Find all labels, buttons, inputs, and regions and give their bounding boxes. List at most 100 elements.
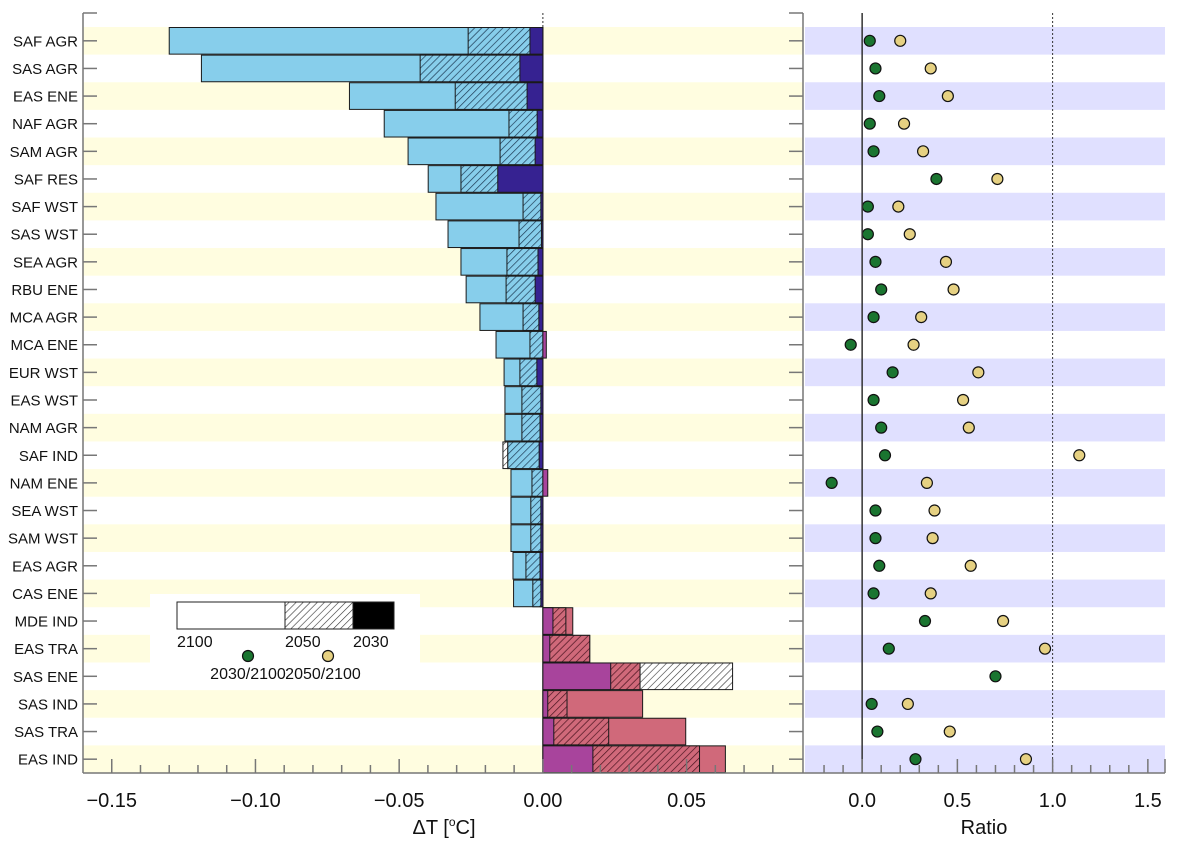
- bar-2050-excess: [639, 662, 734, 691]
- dot-2050-2100: [941, 89, 954, 103]
- dot-2050-2100: [901, 697, 914, 711]
- row-band-left: [83, 469, 803, 497]
- bar-2050: [522, 192, 544, 221]
- x-tick-label: 0.05: [667, 790, 706, 812]
- dot-2030-2100: [867, 587, 880, 600]
- bar-2030: [540, 496, 544, 525]
- dot-2050-2100: [991, 172, 1004, 186]
- bar-2050: [521, 386, 544, 414]
- dot-2050-2100: [926, 532, 939, 545]
- dot-2050-2100: [915, 311, 928, 324]
- dot-2050-2100: [924, 62, 937, 75]
- bar-2030: [534, 275, 544, 304]
- category-label: SAS WST: [10, 227, 78, 244]
- category-label: SEA WST: [11, 503, 78, 520]
- bar-2030: [497, 165, 544, 193]
- dot-2030-2100: [873, 89, 886, 103]
- bar-marks: [168, 27, 734, 773]
- x-tick-label: 0.00: [523, 790, 562, 812]
- legend-swatch-2050: [284, 601, 354, 630]
- category-label: SAS AGR: [12, 61, 78, 78]
- row-band-right: [805, 634, 1165, 663]
- category-label: SAF IND: [19, 448, 78, 465]
- bar-2030: [542, 717, 555, 746]
- bar-2050: [531, 469, 544, 497]
- bar-2050: [507, 441, 544, 470]
- row-band-right: [805, 469, 1165, 497]
- dot-2030-2100: [861, 228, 874, 241]
- category-labels: SAF AGR SAS AGR EAS ENE NAF AGR SAM AGR SAF R…: [8, 33, 78, 768]
- bar-2030: [539, 551, 544, 580]
- ratio-tick-label: 0.0: [848, 790, 876, 812]
- bar-2030: [542, 745, 594, 773]
- category-label: EAS IND: [18, 752, 78, 769]
- legend-label-2100: 2100: [177, 634, 213, 651]
- ratio-tick-label: 1.5: [1134, 790, 1162, 812]
- dot-2050-2100: [903, 228, 916, 241]
- dot-2050-2100: [947, 283, 960, 296]
- dot-2030-2100: [863, 117, 876, 130]
- bar-2030: [540, 386, 544, 414]
- bar-2050: [529, 330, 544, 359]
- bar-2030: [542, 690, 549, 718]
- legend-dot-2050-2100: [321, 649, 335, 663]
- row-band-right: [805, 524, 1165, 552]
- legend-label-2050: 2050: [285, 634, 321, 651]
- dot-2050-2100: [907, 338, 920, 351]
- dot-2030-2100: [875, 421, 888, 434]
- x-axis-label-delta-t: ΔT [oC]: [412, 815, 475, 839]
- bar-2030: [538, 303, 544, 331]
- dot-2050-2100: [964, 559, 977, 572]
- row-band-right: [805, 358, 1165, 387]
- row-band-right: [805, 82, 1165, 110]
- dot-2050-2100: [962, 421, 975, 434]
- bar-2050: [518, 220, 544, 249]
- dot-2030-2100: [844, 338, 857, 351]
- dot-2030-2100: [865, 697, 878, 711]
- row-band-right: [805, 248, 1165, 276]
- dot-2050-2100: [1019, 753, 1033, 766]
- ratio-tick-label: 1.0: [1039, 790, 1067, 812]
- row-band-left: [83, 303, 803, 331]
- x-tick-label: −0.15: [86, 790, 137, 812]
- bar-2030: [540, 579, 544, 608]
- category-label: MCA AGR: [10, 310, 79, 327]
- x-tick-label: −0.10: [230, 790, 281, 812]
- x-tick-labels: −0.15 −0.10 −0.05 0.00 0.05 0.0 0.5 1.0 1.5: [86, 790, 1161, 812]
- bar-2050-excess: [502, 441, 509, 470]
- dot-2050-2100: [924, 587, 937, 600]
- bar-2030: [526, 82, 544, 110]
- legend: 2100 2050 2030 2030/2100 2050/2100: [150, 594, 420, 684]
- category-label: NAM ENE: [10, 475, 78, 492]
- dot-2030-2100: [869, 532, 882, 545]
- ratio-tick-label: 0.5: [943, 790, 971, 812]
- row-band-right: [805, 413, 1165, 442]
- legend-swatch-2100: [176, 601, 286, 630]
- row-band-right: [805, 137, 1165, 166]
- dot-2030-2100: [930, 172, 943, 186]
- row-band-left: [83, 690, 803, 718]
- dot-2030-2100: [869, 255, 882, 268]
- bar-2030: [539, 413, 544, 442]
- category-label: CAS ENE: [12, 586, 78, 603]
- category-label: EAS TRA: [14, 641, 78, 658]
- row-band-right: [805, 579, 1165, 608]
- dot-2030-2100: [867, 311, 880, 324]
- category-label: EAS AGR: [12, 558, 78, 575]
- row-band-right: [805, 690, 1165, 718]
- bar-2030: [540, 192, 544, 221]
- dot-2050-2100: [996, 614, 1010, 628]
- category-label: SAF AGR: [13, 33, 78, 50]
- dot-2030-2100: [871, 725, 884, 738]
- legend-label-2050-2100: 2050/2100: [285, 666, 361, 683]
- dot-2030-2100: [869, 62, 882, 75]
- legend-label-2030-2100: 2030/2100: [210, 666, 286, 683]
- dot-2030-2100: [882, 642, 895, 655]
- dot-2050-2100: [928, 504, 941, 517]
- bar-2030: [538, 441, 544, 470]
- category-label: RBU ENE: [11, 282, 78, 299]
- legend-label-2030: 2030: [353, 634, 389, 651]
- bar-2030: [529, 27, 544, 55]
- bar-2030: [542, 607, 554, 635]
- dot-2030-2100: [875, 283, 888, 296]
